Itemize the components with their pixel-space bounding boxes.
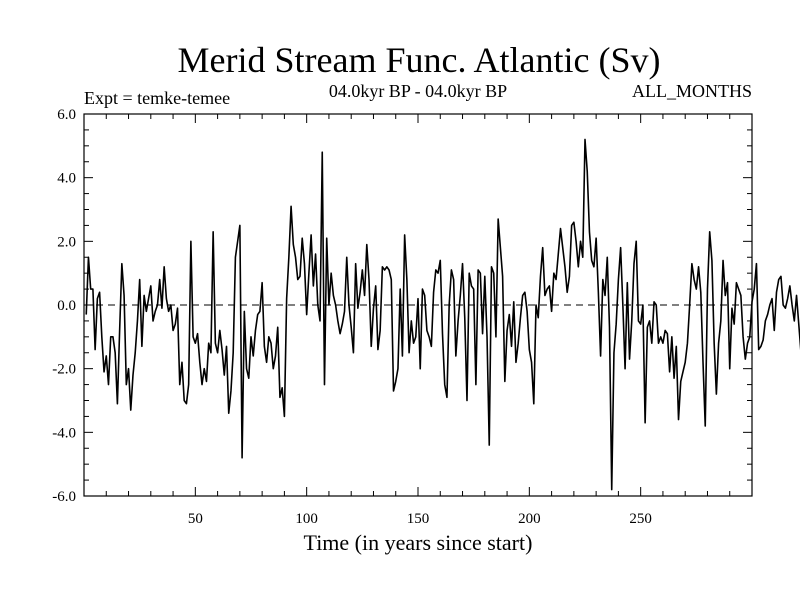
series-line-0 [85, 138, 800, 491]
y-tick-label: 2.0 [57, 234, 76, 250]
x-tick-label: 150 [407, 511, 430, 527]
x-axis-ticks: 50 100 150 200 250 [105, 114, 731, 527]
x-axis-title: Time (in years since start) [304, 530, 533, 555]
months-label: ALL_MONTHS [632, 81, 752, 101]
x-tick-label: 250 [629, 511, 652, 527]
time-range-label: 04.0kyr BP - 04.0kyr BP [329, 81, 507, 101]
y-tick-label: -6.0 [52, 489, 76, 505]
x-tick-label: 50 [188, 511, 203, 527]
series-layer [85, 138, 800, 491]
x-tick-label: 100 [295, 511, 318, 527]
y-tick-label: 0.0 [57, 298, 76, 314]
y-tick-label: -4.0 [52, 425, 76, 441]
x-tick-label: 200 [518, 511, 541, 527]
y-tick-label: 4.0 [57, 171, 76, 187]
chart-title: Merid Stream Func. Atlantic (Sv) [178, 40, 661, 80]
experiment-label: Expt = temke-temee [84, 88, 230, 108]
y-axis-ticks: -6.0 -4.0 -2.0 0.0 2.0 4.0 6.0 [52, 107, 752, 505]
y-tick-label: -2.0 [52, 362, 76, 378]
y-tick-label: 6.0 [57, 107, 76, 123]
